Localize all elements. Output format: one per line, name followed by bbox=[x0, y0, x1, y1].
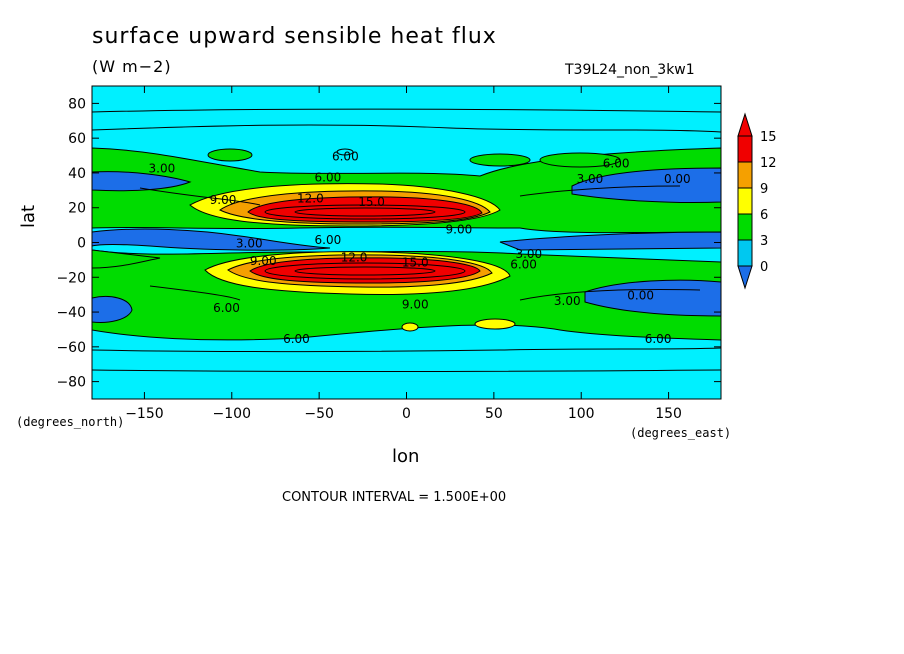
contour-labels: 6.006.003.009.00 12.0 15.06.003.00 0.003.00… bbox=[149, 150, 691, 347]
y-tick-label: −60 bbox=[56, 340, 86, 356]
run-id: T39L24_non_3kw1 bbox=[565, 62, 695, 78]
x-tick-label: 0 bbox=[402, 406, 411, 422]
contour-interval: CONTOUR INTERVAL = 1.500E+00 bbox=[282, 490, 507, 505]
x-tick-label: 150 bbox=[655, 406, 682, 422]
colorbar-box bbox=[737, 213, 753, 241]
y-tick-label: 20 bbox=[68, 201, 86, 217]
contour-label: 6.00 bbox=[603, 157, 630, 171]
x-tick-label: 100 bbox=[568, 406, 595, 422]
contour-label: 9.00 bbox=[250, 254, 277, 268]
contour-label: 6.00 bbox=[315, 233, 342, 247]
colorbar-box bbox=[737, 187, 753, 215]
contour-label: 15.0 bbox=[402, 256, 429, 270]
colorbar-label: 0 bbox=[760, 260, 768, 275]
y-axis-unit: (degrees_north) bbox=[16, 415, 125, 429]
x-tick-label: −50 bbox=[304, 406, 334, 422]
contour-label: 3.00 bbox=[515, 247, 542, 261]
chart-units: (W m−2) bbox=[92, 57, 172, 76]
y-tick-label: −40 bbox=[56, 305, 86, 321]
contour-label: 9.00 bbox=[210, 193, 237, 207]
x-tick-label: −100 bbox=[213, 406, 251, 422]
y-tick-label: 60 bbox=[68, 131, 86, 147]
y-tick-label: 0 bbox=[77, 236, 86, 252]
y-tick-label: 80 bbox=[68, 96, 86, 112]
contour-label: 3.00 bbox=[149, 162, 176, 176]
contour-label: 3.00 bbox=[577, 172, 604, 186]
contour-fill bbox=[92, 86, 721, 399]
contour-label: 15.0 bbox=[358, 195, 385, 209]
y-tick-label: −80 bbox=[56, 375, 86, 391]
x-axis-label: lon bbox=[392, 446, 420, 467]
colorbar-label: 15 bbox=[760, 130, 777, 145]
y-tick-label: 40 bbox=[68, 166, 86, 182]
colorbar-box bbox=[737, 161, 753, 189]
contour-label: 12.0 bbox=[341, 250, 368, 264]
x-tick-label: −150 bbox=[125, 406, 163, 422]
colorbar-extend-low bbox=[737, 265, 753, 290]
contour-label: 6.00 bbox=[315, 170, 342, 184]
axes: −150 −100 −50 0 50 100 150 −80 −60 −40 −20 0 20 40 60 8… bbox=[56, 86, 721, 422]
contour-label: 9.00 bbox=[446, 223, 473, 237]
colorbar: 15 12 9 6 3 0 bbox=[737, 112, 777, 290]
colorbar-label: 6 bbox=[760, 208, 768, 223]
contour-label: 6.00 bbox=[332, 150, 359, 164]
colorbar-box bbox=[737, 239, 753, 267]
contour-label: 6.00 bbox=[283, 332, 310, 346]
contour-label: 9.00 bbox=[402, 297, 429, 311]
contour-label: 0.00 bbox=[627, 289, 654, 303]
colorbar-label: 9 bbox=[760, 182, 768, 197]
colorbar-extend-high bbox=[737, 112, 753, 137]
x-axis-unit: (degrees_east) bbox=[630, 426, 732, 440]
x-tick-label: 50 bbox=[485, 406, 503, 422]
contour-label: 12.0 bbox=[297, 191, 324, 205]
contour-label: 3.00 bbox=[236, 237, 263, 251]
contour-label: 6.00 bbox=[645, 332, 672, 346]
contour-label: 6.00 bbox=[213, 301, 240, 315]
colorbar-label: 12 bbox=[760, 156, 777, 171]
contour-label: 6.00 bbox=[510, 257, 537, 271]
colorbar-box bbox=[737, 135, 753, 163]
y-tick-label: −20 bbox=[56, 270, 86, 286]
chart-title: surface upward sensible heat flux bbox=[92, 24, 497, 49]
colorbar-label: 3 bbox=[760, 234, 768, 249]
contour-label: 3.00 bbox=[554, 294, 581, 308]
contour-label: 0.00 bbox=[664, 172, 691, 186]
